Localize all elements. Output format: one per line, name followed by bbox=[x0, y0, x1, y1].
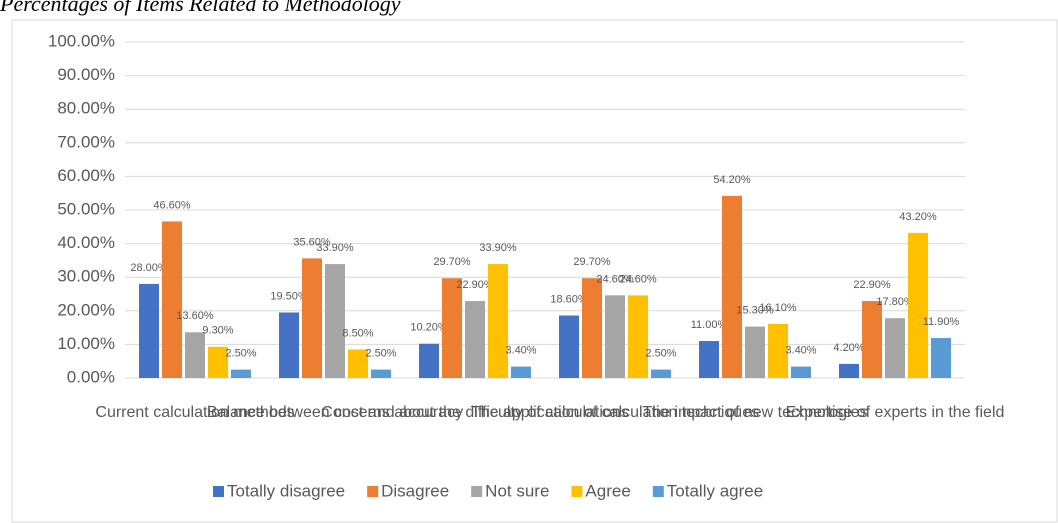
bar bbox=[768, 323, 788, 378]
bar bbox=[488, 264, 508, 378]
bar bbox=[628, 295, 648, 378]
x-tick-label: Concerns about the difficulty of calcula… bbox=[321, 404, 628, 421]
bar bbox=[208, 346, 228, 378]
bar bbox=[511, 366, 531, 378]
data-label: 2.50% bbox=[365, 348, 396, 360]
data-label: 2.50% bbox=[645, 348, 676, 360]
legend-label: Totally agree bbox=[667, 481, 763, 500]
data-label: 19.50% bbox=[270, 290, 308, 302]
data-label: 22.90% bbox=[853, 279, 891, 291]
bar bbox=[839, 363, 859, 378]
data-label: 4.20% bbox=[833, 342, 864, 354]
bar bbox=[185, 332, 205, 378]
data-label: 43.20% bbox=[899, 211, 937, 223]
bar bbox=[348, 349, 368, 378]
x-tick-label: The impact of new technologies bbox=[642, 404, 867, 421]
legend-swatch bbox=[367, 486, 379, 497]
x-tick-label: Balance between cost and accuracy bbox=[207, 404, 463, 421]
data-label: 33.90% bbox=[479, 242, 517, 254]
data-label: 13.60% bbox=[176, 310, 214, 322]
y-tick-label: 10.00% bbox=[57, 334, 115, 353]
bar bbox=[722, 195, 742, 378]
legend-label: Not sure bbox=[485, 481, 549, 500]
bar bbox=[279, 312, 299, 378]
data-label: 46.60% bbox=[153, 199, 191, 211]
bar bbox=[651, 369, 671, 378]
y-tick-label: 30.00% bbox=[57, 267, 115, 286]
bar bbox=[862, 301, 882, 378]
bar bbox=[419, 343, 439, 378]
y-tick-label: 50.00% bbox=[57, 199, 115, 218]
y-tick-label: 90.00% bbox=[57, 65, 115, 84]
data-label: 15.30% bbox=[736, 304, 774, 316]
data-label: 18.60% bbox=[550, 293, 588, 305]
bar bbox=[791, 366, 811, 378]
data-label: 22.90% bbox=[456, 279, 494, 291]
data-label: 16.10% bbox=[759, 302, 797, 314]
x-tick-label: Current calculation methods bbox=[95, 404, 294, 421]
y-tick-label: 100.00% bbox=[48, 31, 115, 50]
y-tick-label: 20.00% bbox=[57, 300, 115, 319]
bar bbox=[885, 318, 905, 378]
x-tick-label: Expertise of experts in the field bbox=[786, 404, 1005, 421]
data-label: 11.00% bbox=[691, 319, 728, 331]
x-tick-label: The application of calculation technique… bbox=[471, 404, 759, 421]
bar bbox=[605, 295, 625, 378]
data-label: 17.80% bbox=[876, 296, 914, 308]
legend-swatch bbox=[571, 486, 583, 497]
data-label: 2.50% bbox=[225, 348, 256, 360]
y-tick-label: 70.00% bbox=[57, 132, 115, 151]
bar bbox=[582, 278, 602, 378]
data-label: 24.60% bbox=[619, 273, 657, 285]
data-label: 10.20% bbox=[410, 322, 448, 334]
legend-swatch bbox=[652, 486, 664, 497]
bar bbox=[908, 232, 928, 378]
bar bbox=[231, 369, 251, 378]
y-tick-label: 0.00% bbox=[67, 367, 115, 386]
data-label: 29.70% bbox=[433, 256, 471, 268]
data-label: 8.50% bbox=[342, 327, 373, 339]
bar bbox=[162, 221, 182, 378]
y-tick-label: 60.00% bbox=[57, 166, 115, 185]
legend-label: Totally disagree bbox=[227, 481, 345, 500]
data-label: 11.90% bbox=[923, 316, 960, 328]
data-label: 35.60% bbox=[293, 236, 331, 248]
data-label: 28.00% bbox=[130, 262, 168, 274]
data-label: 3.40% bbox=[785, 344, 816, 356]
chart-frame bbox=[11, 19, 1058, 523]
bar bbox=[465, 301, 485, 378]
bar bbox=[931, 338, 951, 378]
data-label: 54.20% bbox=[713, 174, 751, 186]
bar bbox=[699, 341, 719, 378]
y-tick-label: 40.00% bbox=[57, 233, 115, 252]
chart-title: Percentages of Items Related to Methodol… bbox=[0, 0, 401, 16]
bar bbox=[442, 278, 462, 378]
legend-label: Disagree bbox=[381, 481, 449, 500]
data-label: 29.70% bbox=[573, 256, 611, 268]
bar bbox=[139, 283, 159, 378]
y-tick-label: 80.00% bbox=[57, 99, 115, 118]
data-label: 9.30% bbox=[202, 325, 233, 337]
bar bbox=[745, 326, 765, 378]
data-label: 24.60% bbox=[596, 273, 634, 285]
data-label: 33.90% bbox=[316, 242, 354, 254]
legend-label: Agree bbox=[585, 481, 630, 500]
legend-swatch bbox=[471, 486, 483, 497]
bar bbox=[371, 369, 391, 378]
bar bbox=[325, 264, 345, 378]
legend-swatch bbox=[213, 486, 224, 497]
data-label: 3.40% bbox=[505, 344, 536, 356]
bar bbox=[559, 315, 579, 378]
bar bbox=[302, 258, 322, 378]
